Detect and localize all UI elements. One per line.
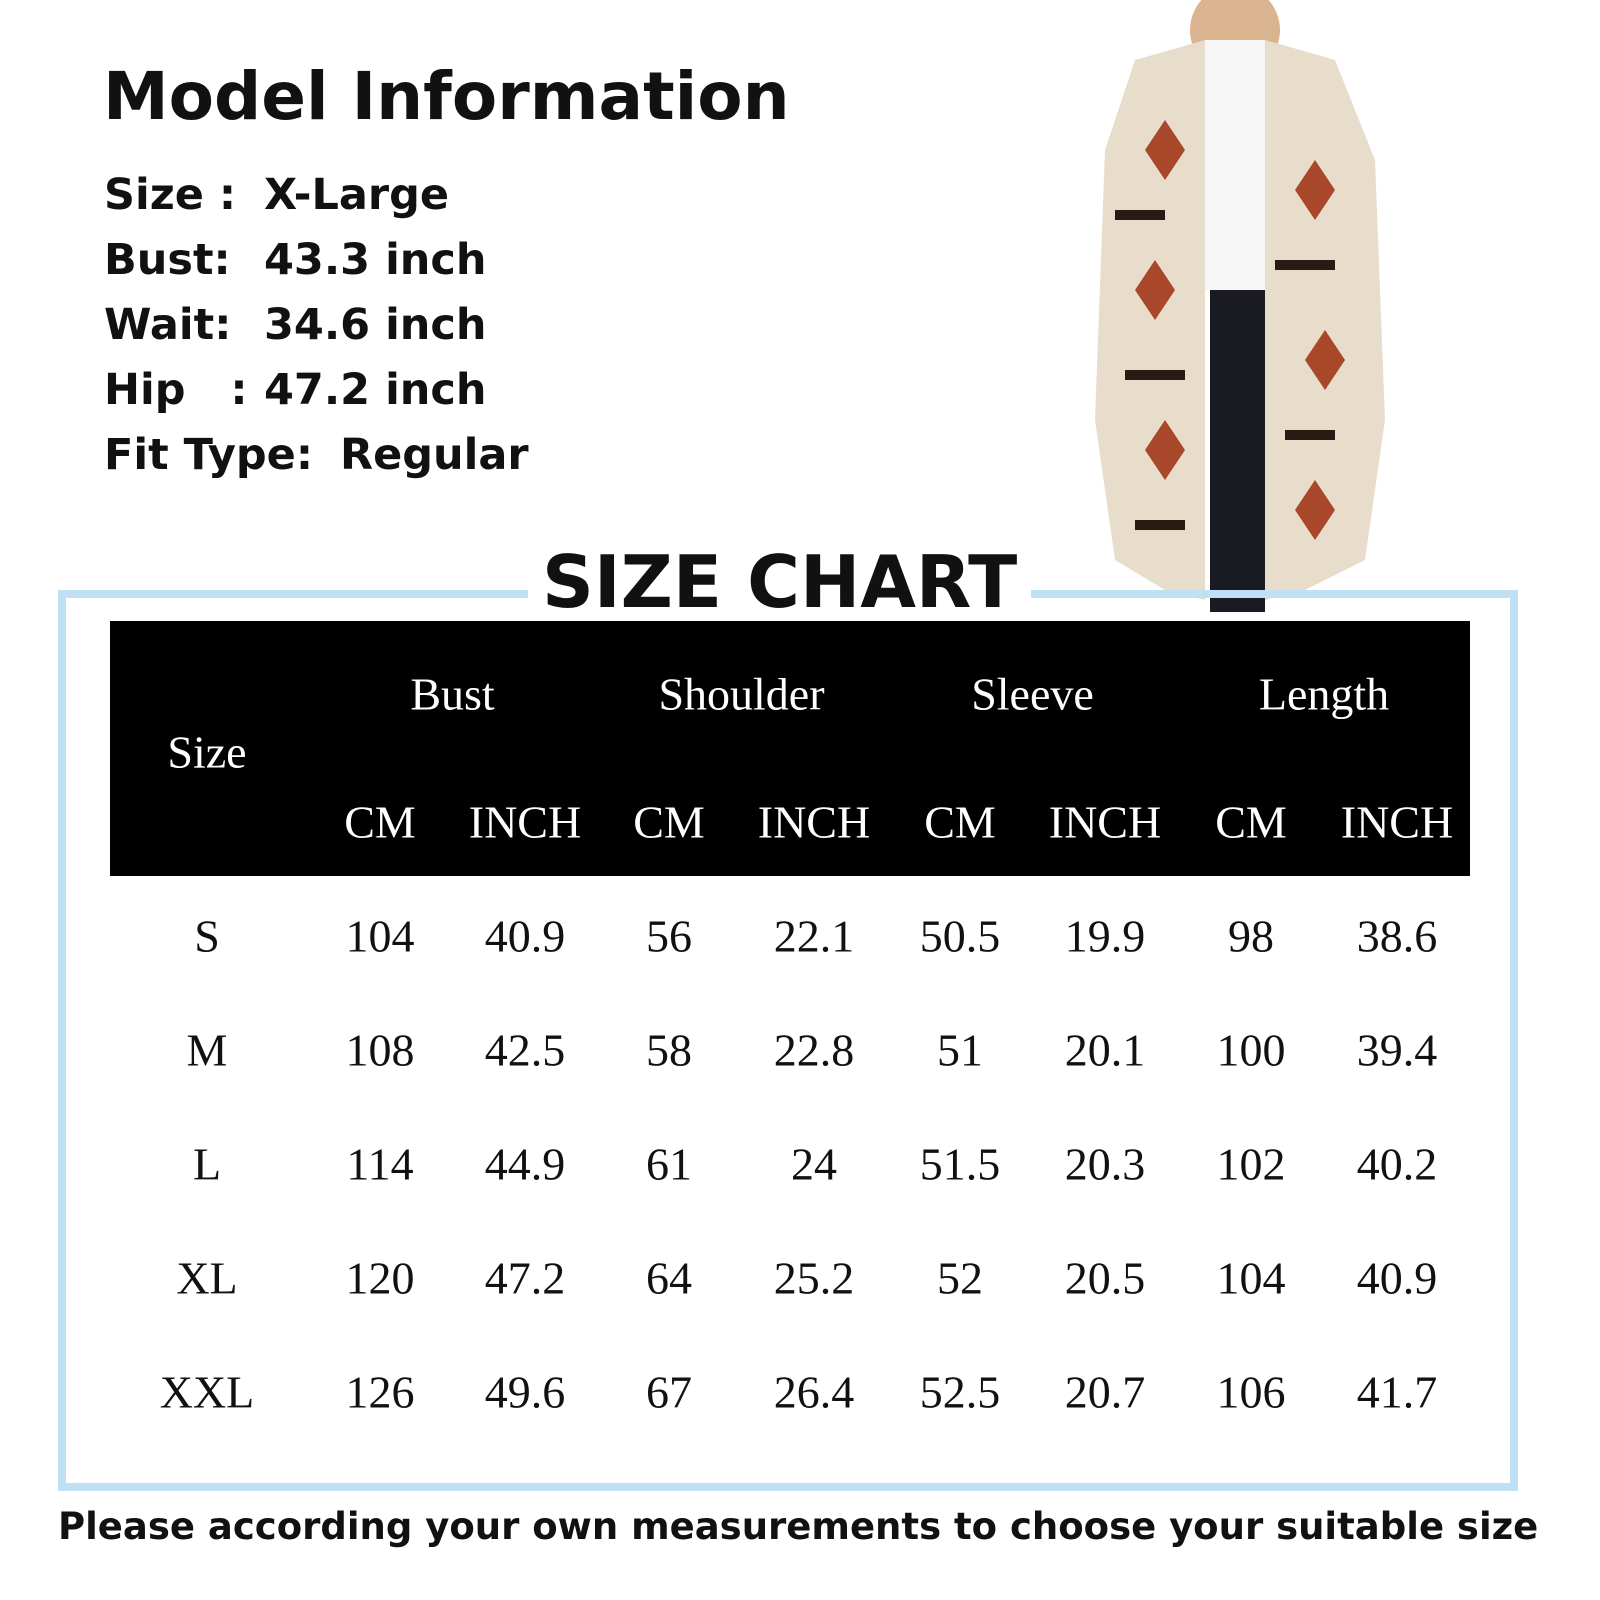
- table-cell: 108: [345, 1024, 415, 1076]
- info-value: X-Large: [264, 170, 450, 220]
- model-info-line: Size : X-Large: [104, 170, 449, 220]
- table-cell: 114: [346, 1138, 414, 1190]
- table-cell: 38.6: [1356, 910, 1438, 962]
- table-cell: 52.5: [919, 1366, 1001, 1418]
- model-info-line: Hip : 47.2 inch: [104, 365, 487, 415]
- table-cell: 39.4: [1356, 1024, 1438, 1076]
- table-cell: 49.6: [484, 1366, 566, 1418]
- table-cell: 26.4: [773, 1366, 855, 1418]
- table-cell: 22.1: [773, 910, 855, 962]
- table-cell: 126: [345, 1366, 415, 1418]
- table-cell: 104: [1216, 1252, 1286, 1304]
- header-unit: INCH: [1340, 796, 1454, 848]
- table-cell: 104: [345, 910, 415, 962]
- table-cell: 51.5: [919, 1138, 1001, 1190]
- table-cell: 42.5: [484, 1024, 566, 1076]
- table-cell: 19.9: [1064, 910, 1146, 962]
- row-size-label: M: [186, 1024, 228, 1076]
- info-value: 47.2 inch: [264, 365, 487, 415]
- table-cell: 25.2: [773, 1252, 855, 1304]
- table-cell: 40.2: [1356, 1138, 1438, 1190]
- row-size-label: S: [194, 910, 220, 962]
- table-cell: 40.9: [1356, 1252, 1438, 1304]
- row-size-label: L: [192, 1138, 222, 1190]
- table-cell: 47.2: [484, 1252, 566, 1304]
- header-unit: CM: [633, 796, 705, 848]
- table-cell: 98: [1228, 910, 1274, 962]
- info-label: Fit Type:: [104, 430, 314, 480]
- header-size: Size: [167, 726, 247, 778]
- header-group: Sleeve: [971, 668, 1094, 720]
- table-cell: 64: [646, 1252, 692, 1304]
- header-unit: CM: [1215, 796, 1287, 848]
- info-label: Hip :: [104, 365, 248, 415]
- table-cell: 50.5: [919, 910, 1001, 962]
- table-cell: 40.9: [484, 910, 566, 962]
- header-group: Shoulder: [658, 668, 825, 720]
- table-cell: 22.8: [773, 1024, 855, 1076]
- model-info-line: Wait: 34.6 inch: [104, 300, 487, 350]
- table-cell: 20.1: [1064, 1024, 1146, 1076]
- table-cell: 58: [646, 1024, 692, 1076]
- table-cell: 52: [937, 1252, 983, 1304]
- table-cell: 61: [646, 1138, 692, 1190]
- info-label: Size :: [104, 170, 237, 220]
- model-info-line: Bust: 43.3 inch: [104, 235, 487, 285]
- header-unit: INCH: [468, 796, 582, 848]
- table-cell: 20.7: [1064, 1366, 1146, 1418]
- header-group: Bust: [410, 668, 495, 720]
- model-info-title: Model Information: [103, 58, 790, 135]
- table-cell: 20.5: [1064, 1252, 1146, 1304]
- header-group: Length: [1258, 668, 1390, 720]
- table-cell: 100: [1216, 1024, 1286, 1076]
- table-cell: 51: [937, 1024, 983, 1076]
- table-cell: 67: [646, 1366, 692, 1418]
- header-unit: INCH: [757, 796, 871, 848]
- info-value: Regular: [340, 430, 529, 480]
- header-unit: CM: [924, 796, 996, 848]
- footer-note: Please according your own measurements t…: [58, 1505, 1539, 1548]
- model-info-line: Fit Type: Regular: [104, 430, 529, 480]
- table-cell: 56: [646, 910, 692, 962]
- table-cell: 20.3: [1064, 1138, 1146, 1190]
- model-photo: [1075, 0, 1395, 612]
- info-label: Bust:: [104, 235, 231, 285]
- table-cell: 24: [791, 1138, 837, 1190]
- header-unit: INCH: [1048, 796, 1162, 848]
- table-cell: 102: [1216, 1138, 1286, 1190]
- header-unit: CM: [344, 796, 416, 848]
- size-chart-title: SIZE CHART: [528, 540, 1032, 624]
- row-size-label: XXL: [159, 1366, 255, 1418]
- table-cell: 41.7: [1356, 1366, 1438, 1418]
- info-value: 43.3 inch: [264, 235, 487, 285]
- info-value: 34.6 inch: [264, 300, 487, 350]
- table-cell: 120: [345, 1252, 415, 1304]
- table-header: [110, 621, 1470, 876]
- table-cell: 106: [1216, 1366, 1286, 1418]
- row-size-label: XL: [176, 1252, 238, 1304]
- info-label: Wait:: [104, 300, 232, 350]
- table-cell: 44.9: [484, 1138, 566, 1190]
